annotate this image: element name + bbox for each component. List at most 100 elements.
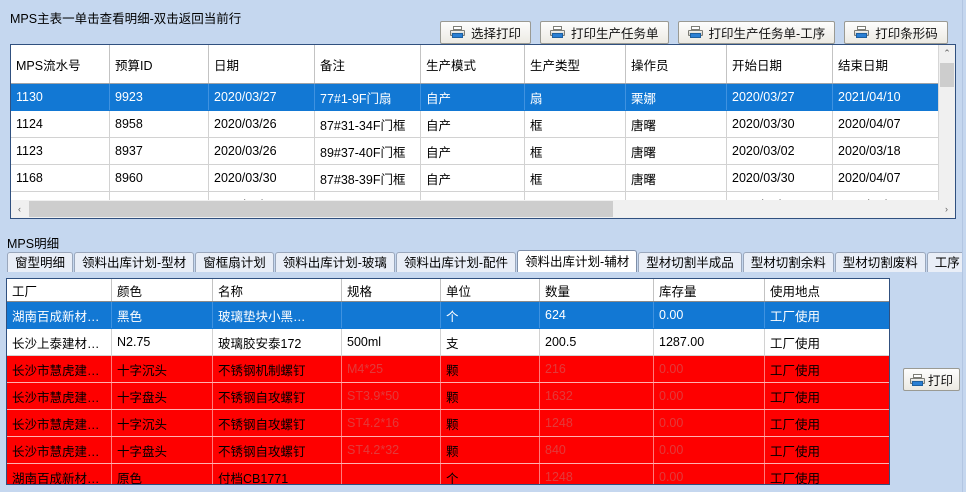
table-cell[interactable]: 个 bbox=[440, 463, 540, 484]
column-header-3[interactable]: 日期 bbox=[208, 45, 315, 84]
table-cell[interactable]: 2020/04/07 bbox=[832, 110, 939, 138]
table-row[interactable]: 1124 8958 2020/03/26 87#31-34F门框 自产框唐曙 2020/0… bbox=[11, 110, 955, 138]
table-cell[interactable]: 1168 bbox=[11, 164, 110, 192]
table-cell[interactable]: 不锈钢自攻螺钉 bbox=[212, 436, 342, 464]
column-header-7[interactable]: 库存量 bbox=[653, 279, 765, 302]
print-button[interactable]: 打印 bbox=[903, 368, 961, 391]
table-cell[interactable]: 颗 bbox=[440, 355, 540, 383]
table-cell[interactable]: 十字盘头 bbox=[111, 436, 213, 464]
table-row[interactable]: 湖南百成新材… 黑色 玻璃垫块小黑… 个 624 0.00 工厂使用 bbox=[7, 301, 889, 329]
table-cell[interactable]: 1124 bbox=[11, 110, 110, 138]
table-cell[interactable]: 1248 bbox=[539, 409, 654, 437]
table-row[interactable]: 1123 8937 2020/03/26 89#37-40F门框 自产框唐曙 2020/0… bbox=[11, 137, 955, 165]
table-cell[interactable]: 2020/03/26 bbox=[208, 110, 315, 138]
column-header-6[interactable]: 生产类型 bbox=[524, 45, 626, 84]
table-row[interactable]: 长沙上泰建材… N2.75 玻璃胶安泰172 500ml 支 200.5 1287.00 工厂… bbox=[7, 328, 889, 356]
table-cell[interactable]: 624 bbox=[539, 301, 654, 329]
table-cell[interactable]: 77#1-9F门扇 bbox=[314, 83, 421, 111]
mps-main-grid[interactable]: MPS流水号预算ID日期备注生产模式生产类型操作员开始日期结束日期状态 1130… bbox=[10, 44, 956, 219]
vertical-scroll-thumb[interactable] bbox=[940, 63, 954, 87]
table-cell[interactable]: 十字沉头 bbox=[111, 355, 213, 383]
table-row[interactable]: 长沙市慧虎建… 十字沉头 不锈钢机制螺钉 M4*25 颗 216 0.00 工厂使用 bbox=[7, 355, 889, 383]
table-cell[interactable]: 8958 bbox=[109, 110, 209, 138]
column-header-6[interactable]: 数量 bbox=[539, 279, 654, 302]
table-cell[interactable]: 8960 bbox=[109, 164, 209, 192]
table-cell[interactable]: 自产 bbox=[420, 83, 525, 111]
table-cell[interactable] bbox=[341, 463, 441, 484]
table-cell[interactable]: 十字沉头 bbox=[111, 409, 213, 437]
table-cell[interactable]: 0.00 bbox=[653, 382, 765, 410]
table-cell[interactable]: 9923 bbox=[109, 83, 209, 111]
column-header-5[interactable]: 单位 bbox=[440, 279, 540, 302]
column-header-2[interactable]: 颜色 bbox=[111, 279, 213, 302]
table-cell[interactable]: 87#38-39F门框 bbox=[314, 164, 421, 192]
table-cell[interactable]: 玻璃胶安泰172 bbox=[212, 328, 342, 356]
table-cell[interactable]: ST4.2*16 bbox=[341, 409, 441, 437]
column-header-9[interactable]: 结束日期 bbox=[832, 45, 939, 84]
table-cell[interactable]: 不锈钢机制螺钉 bbox=[212, 355, 342, 383]
column-header-8[interactable]: 开始日期 bbox=[726, 45, 833, 84]
table-cell[interactable]: 工厂使用 bbox=[764, 328, 889, 356]
table-cell[interactable]: ST4.2*32 bbox=[341, 436, 441, 464]
table-cell[interactable]: 0.00 bbox=[653, 301, 765, 329]
table-cell[interactable]: 2020/03/30 bbox=[208, 164, 315, 192]
column-header-4[interactable]: 备注 bbox=[314, 45, 421, 84]
table-cell[interactable]: 1130 bbox=[11, 83, 110, 111]
toolbar-button-4[interactable]: 打印条形码 bbox=[844, 20, 948, 44]
table-row[interactable]: 长沙市慧虎建… 十字沉头 不锈钢自攻螺钉 ST4.2*16 颗 1248 0.00 工厂使用 bbox=[7, 409, 889, 437]
table-cell[interactable]: 1632 bbox=[539, 382, 654, 410]
table-cell[interactable]: 0.00 bbox=[653, 463, 765, 484]
table-cell[interactable]: 长沙市慧虎建… bbox=[7, 355, 112, 383]
table-cell[interactable]: 栗娜 bbox=[625, 83, 727, 111]
table-cell[interactable] bbox=[341, 301, 441, 329]
table-cell[interactable]: 840 bbox=[539, 436, 654, 464]
table-cell[interactable]: 原色 bbox=[111, 463, 213, 484]
tab-1[interactable]: 窗型明细 bbox=[7, 252, 74, 272]
table-cell[interactable]: 2020/03/18 bbox=[832, 137, 939, 165]
table-cell[interactable]: 工厂使用 bbox=[764, 463, 889, 484]
table-cell[interactable]: 工厂使用 bbox=[764, 355, 889, 383]
table-row[interactable]: 长沙市慧虎建… 十字盘头 不锈钢自攻螺钉 ST3.9*50 颗 1632 0.00 工厂使用 bbox=[7, 382, 889, 410]
table-row[interactable]: 长沙市慧虎建… 十字盘头 不锈钢自攻螺钉 ST4.2*32 颗 840 0.00 工厂使用 bbox=[7, 436, 889, 464]
column-header-8[interactable]: 使用地点 bbox=[764, 279, 889, 302]
table-cell[interactable]: 唐曙 bbox=[625, 164, 727, 192]
tab-6[interactable]: 领料出库计划-辅材 bbox=[517, 250, 638, 272]
table-cell[interactable]: 0.00 bbox=[653, 409, 765, 437]
table-cell[interactable]: ST3.9*50 bbox=[341, 382, 441, 410]
material-detail-grid[interactable]: 工厂 颜色 名称 规格 单位 数量 库存量 使用地点 湖南百成新材… 黑色 玻璃垫块小黑… 个 624… bbox=[6, 278, 890, 485]
scroll-left-icon[interactable]: ‹ bbox=[18, 204, 21, 214]
table-cell[interactable]: 自产 bbox=[420, 164, 525, 192]
table-cell[interactable]: 2020/03/30 bbox=[726, 110, 833, 138]
tab-5[interactable]: 领料出库计划-配件 bbox=[395, 252, 517, 272]
table-cell[interactable]: 个 bbox=[440, 301, 540, 329]
tab-9[interactable]: 型材切割废料 bbox=[834, 252, 926, 272]
table-cell[interactable]: 框 bbox=[524, 137, 626, 165]
column-header-4[interactable]: 规格 bbox=[341, 279, 441, 302]
table-cell[interactable]: M4*25 bbox=[341, 355, 441, 383]
table-cell[interactable]: 2020/03/30 bbox=[726, 164, 833, 192]
table-cell[interactable]: 87#31-34F门框 bbox=[314, 110, 421, 138]
table-cell[interactable]: 颗 bbox=[440, 382, 540, 410]
column-header-1[interactable]: MPS流水号 bbox=[11, 45, 110, 84]
column-header-3[interactable]: 名称 bbox=[212, 279, 342, 302]
table-cell[interactable]: 唐曙 bbox=[625, 110, 727, 138]
table-cell[interactable]: 2020/03/02 bbox=[726, 137, 833, 165]
table-cell[interactable]: 1248 bbox=[539, 463, 654, 484]
column-header-5[interactable]: 生产模式 bbox=[420, 45, 525, 84]
table-cell[interactable]: 自产 bbox=[420, 110, 525, 138]
table-cell[interactable]: 颗 bbox=[440, 409, 540, 437]
table-cell[interactable]: 2020/03/27 bbox=[208, 83, 315, 111]
table-cell[interactable]: 唐曙 bbox=[625, 137, 727, 165]
tab-2[interactable]: 领料出库计划-型材 bbox=[74, 252, 195, 272]
table-cell[interactable]: 黑色 bbox=[111, 301, 213, 329]
tab-10[interactable]: 工序 bbox=[926, 252, 966, 272]
horizontal-scroll-thumb[interactable] bbox=[29, 201, 613, 217]
toolbar-button-2[interactable]: 打印生产任务单 bbox=[540, 20, 669, 44]
table-cell[interactable]: 长沙市慧虎建… bbox=[7, 382, 112, 410]
toolbar-button-1[interactable]: 选择打印 bbox=[440, 20, 532, 44]
table-cell[interactable]: 89#37-40F门框 bbox=[314, 137, 421, 165]
tab-7[interactable]: 型材切割半成品 bbox=[638, 252, 742, 272]
table-cell[interactable]: 十字盘头 bbox=[111, 382, 213, 410]
table-cell[interactable]: 500ml bbox=[341, 328, 441, 356]
table-cell[interactable]: 工厂使用 bbox=[764, 409, 889, 437]
